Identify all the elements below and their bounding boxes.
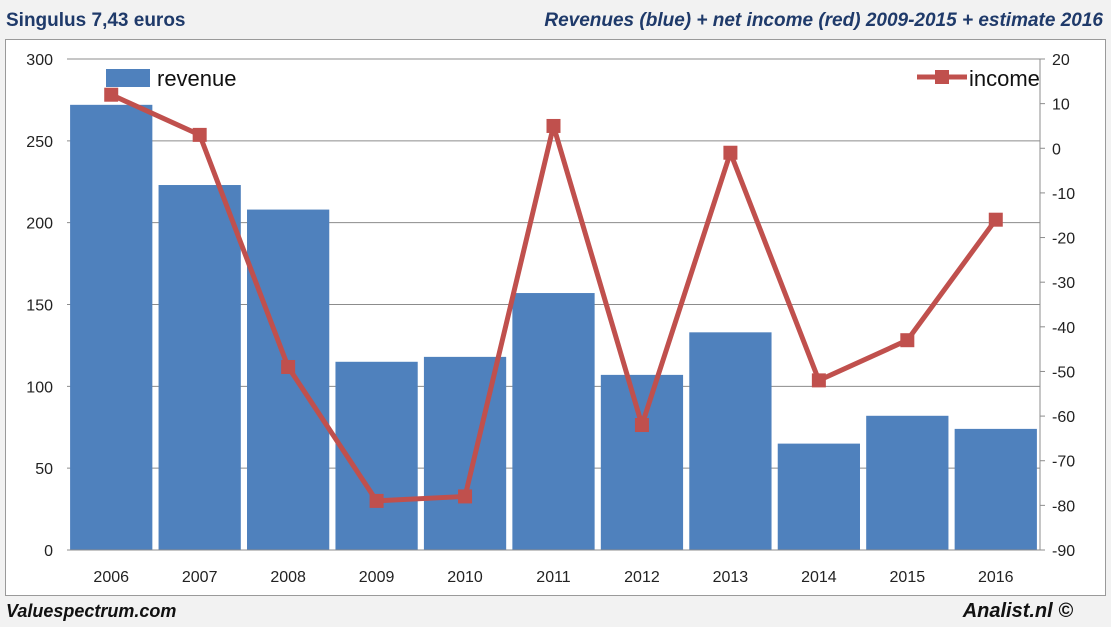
y-left-tick-label: 200 xyxy=(26,216,53,233)
income-marker-2016 xyxy=(989,213,1003,227)
chart-frame: Singulus 7,43 euros Revenues (blue) + ne… xyxy=(0,0,1111,627)
y-right-tick-label: 0 xyxy=(1052,141,1061,158)
y-left-tick-label: 50 xyxy=(35,461,53,478)
legend-revenue-label: revenue xyxy=(157,66,237,91)
y-left-tick-label: 0 xyxy=(44,543,53,560)
revenue-income-chart: 050100150200250300-90-80-70-60-50-40-30-… xyxy=(6,40,1105,595)
y-left-tick-label: 250 xyxy=(26,134,53,151)
x-tick-label: 2014 xyxy=(801,569,837,586)
y-right-tick-label: 20 xyxy=(1052,52,1070,69)
x-tick-label: 2016 xyxy=(978,569,1014,586)
chart-title: Revenues (blue) + net income (red) 2009-… xyxy=(544,10,1103,32)
revenue-bar-2011 xyxy=(512,293,594,550)
income-marker-2008 xyxy=(281,360,295,374)
legend-income-label: income xyxy=(969,66,1040,91)
income-marker-2012 xyxy=(635,418,649,432)
plot-area: 0 50 100 150 200 250 300 -90 -80 -70 -60 -50 -40 -30-… xyxy=(5,39,1106,596)
revenue-bar-2012 xyxy=(601,375,683,550)
y-right-tick-label: -10 xyxy=(1052,186,1075,203)
y-right-tick-label: 10 xyxy=(1052,97,1070,114)
income-marker-2009 xyxy=(370,494,384,508)
y-right-tick-label: -80 xyxy=(1052,498,1075,515)
stock-title: Singulus 7,43 euros xyxy=(6,10,186,32)
revenue-bar-2008 xyxy=(247,210,329,550)
legend-revenue: revenue xyxy=(106,66,237,91)
revenue-bar-2006 xyxy=(70,105,152,550)
x-tick-label: 2009 xyxy=(359,569,395,586)
income-marker-2011 xyxy=(547,119,561,133)
revenue-bar-2015 xyxy=(866,416,948,550)
x-tick-label: 2012 xyxy=(624,569,660,586)
income-marker-2010 xyxy=(458,489,472,503)
x-tick-label: 2011 xyxy=(536,569,571,586)
y-left-tick-label: 100 xyxy=(26,379,53,396)
copyright-credit: Analist.nl © xyxy=(963,600,1073,623)
x-tick-label: 2008 xyxy=(270,569,306,586)
y-right-tick-label: -40 xyxy=(1052,320,1075,337)
y-right-tick-label: -60 xyxy=(1052,409,1075,426)
revenue-bar-2016 xyxy=(955,429,1037,550)
legend-revenue-swatch xyxy=(106,69,150,87)
revenue-bar-2014 xyxy=(778,444,860,550)
x-tick-label: 2015 xyxy=(890,569,926,586)
y-right-tick-label: -20 xyxy=(1052,231,1075,248)
y-right-tick-label: -30 xyxy=(1052,275,1075,292)
legend-income: income xyxy=(917,66,1040,91)
x-tick-label: 2010 xyxy=(447,569,483,586)
income-marker-2006 xyxy=(104,88,118,102)
income-marker-2015 xyxy=(900,333,914,347)
y-left-tick-label: 300 xyxy=(26,52,53,69)
revenue-bar-2013 xyxy=(689,332,771,550)
x-tick-label: 2006 xyxy=(93,569,129,586)
income-marker-2007 xyxy=(193,128,207,142)
source-credit: Valuespectrum.com xyxy=(6,601,176,622)
legend-income-marker xyxy=(935,70,949,84)
y-right-tick-label: -50 xyxy=(1052,364,1075,381)
y-right-tick-label: -70 xyxy=(1052,454,1075,471)
y-left-tick-label: 150 xyxy=(26,298,53,315)
x-tick-label: 2007 xyxy=(182,569,218,586)
income-marker-2014 xyxy=(812,373,826,387)
income-marker-2013 xyxy=(723,146,737,160)
x-tick-label: 2013 xyxy=(713,569,749,586)
y-right-tick-label: -90 xyxy=(1052,543,1075,560)
revenue-bar-2007 xyxy=(159,185,241,550)
